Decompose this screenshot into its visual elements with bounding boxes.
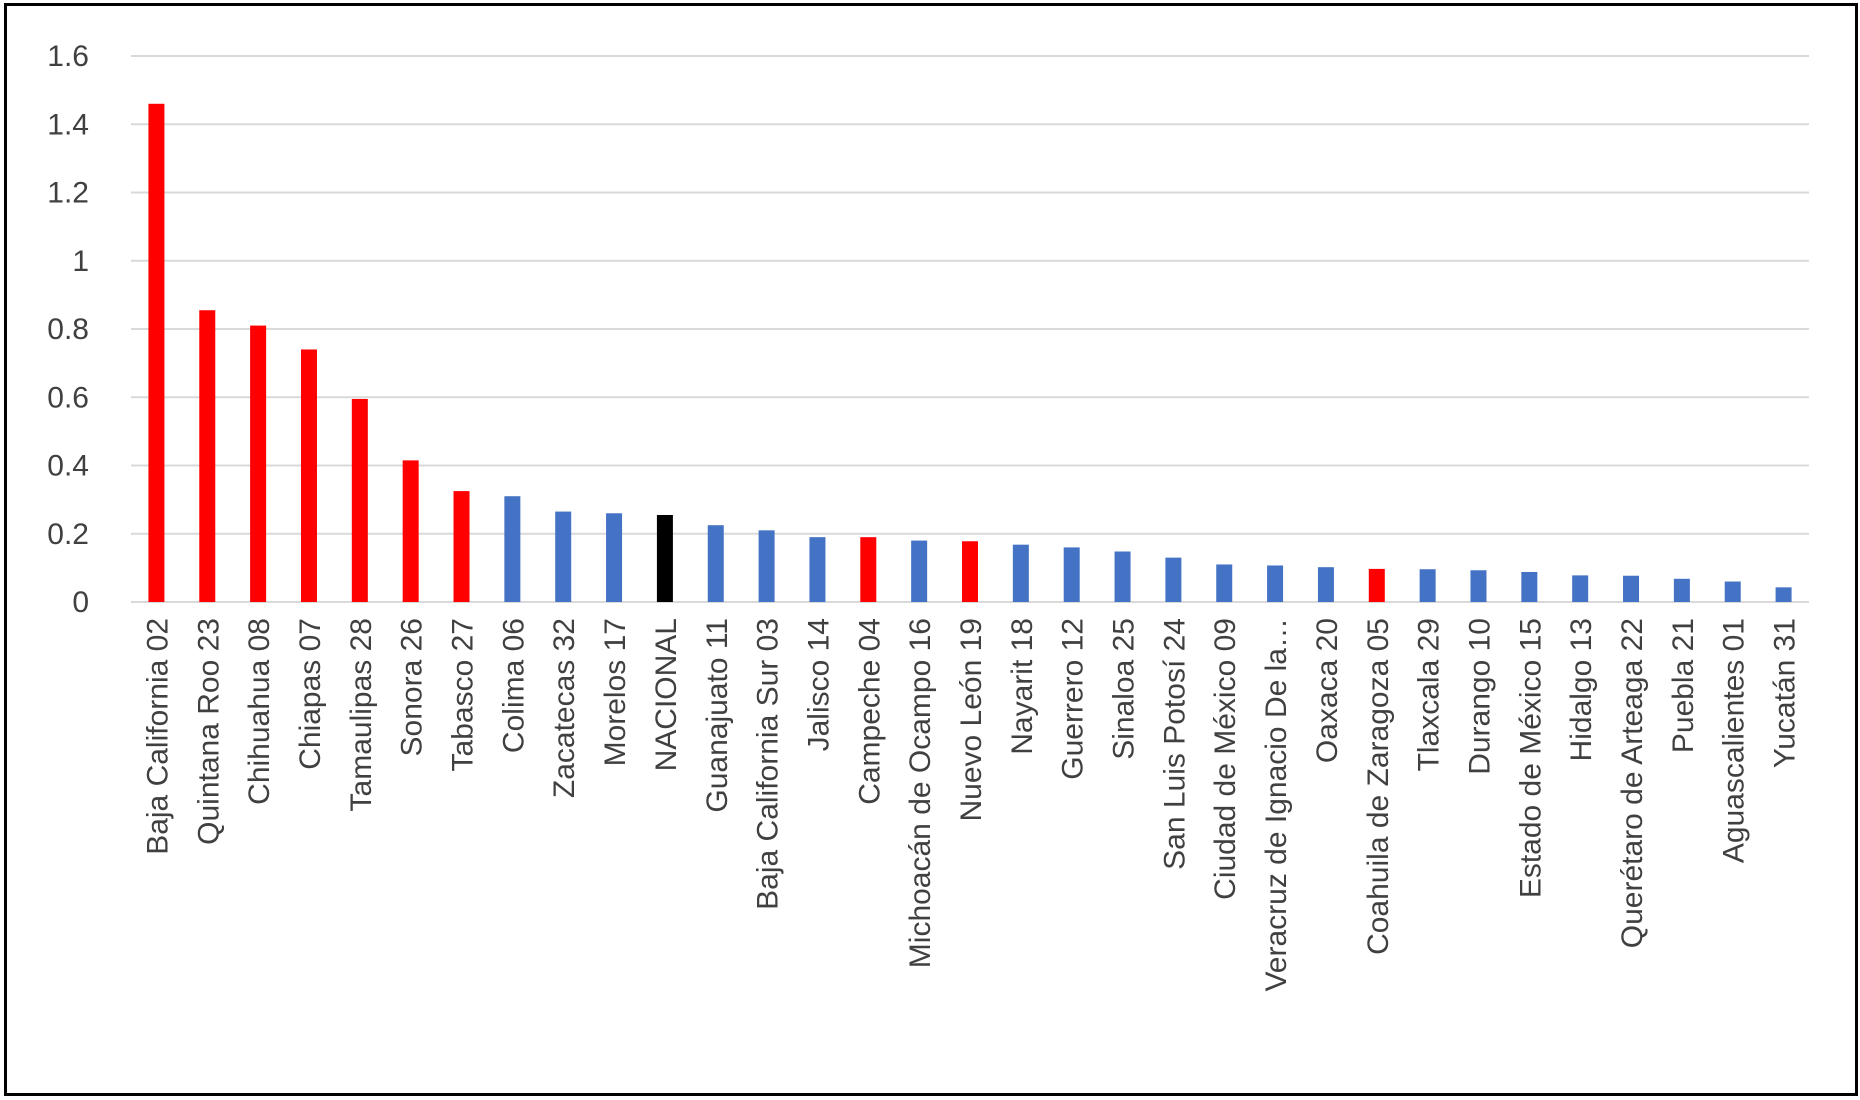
bar (504, 496, 521, 602)
y-tick-label: 0.2 (47, 518, 89, 551)
y-tick-label: 0 (72, 586, 89, 619)
bar (148, 103, 165, 603)
bar (606, 513, 623, 602)
bar (1114, 551, 1131, 602)
x-axis-category-labels: Baja California 02 Quintana Roo 23 Chihuah… (141, 618, 1801, 992)
x-category-label: Baja California Sur 03 (752, 618, 785, 910)
x-category-label: Colima 06 (497, 618, 530, 753)
bar (962, 541, 978, 602)
x-category-label: Veracruz de Ignacio De la… (1260, 618, 1293, 992)
x-category-label: Michoacán de Ocampo 16 (904, 618, 937, 968)
y-tick-label: 1.2 (47, 177, 89, 210)
bar (707, 525, 724, 602)
y-tick-label: 1.6 (47, 40, 89, 73)
x-category-label: Coahuila de Zaragoza 05 (1362, 618, 1395, 955)
x-category-label: Oaxaca 20 (1311, 618, 1344, 763)
x-category-label: Guanajuato 11 (701, 618, 734, 813)
x-category-label: Zacatecas 32 (548, 618, 581, 798)
bar (1012, 544, 1029, 602)
x-category-label: Aguascalientes 01 (1718, 618, 1751, 863)
x-category-label: Sonora 26 (396, 618, 429, 756)
x-category-label: Tamaulipas 28 (345, 618, 378, 811)
x-category-label: Chihuahua 08 (243, 618, 276, 805)
x-category-label: Puebla 21 (1667, 618, 1700, 753)
bar (1572, 575, 1589, 602)
bar (555, 511, 572, 602)
bar (911, 540, 928, 602)
y-tick-label: 0.4 (47, 450, 89, 483)
bar (1368, 568, 1385, 602)
x-category-label: Quintana Roo 23 (192, 618, 225, 845)
x-category-label: Chiapas 07 (294, 618, 327, 770)
x-category-label: Baja California 02 (141, 618, 174, 855)
bar (1419, 569, 1436, 602)
bar (809, 537, 826, 602)
bar (1521, 571, 1538, 602)
bar (1470, 570, 1487, 602)
bar (1267, 565, 1284, 602)
x-category-label: Nuevo León 19 (955, 618, 988, 822)
bar (199, 310, 216, 602)
bar (860, 537, 877, 602)
y-axis-tick-labels: 0 0.2 0.4 0.6 0.8 1 1.2 1.4 1.6 (47, 40, 89, 619)
bar (656, 514, 673, 602)
x-category-label: Guerrero 12 (1057, 618, 1090, 780)
y-tick-label: 0.6 (47, 381, 89, 414)
x-category-label: San Luis Potosí 24 (1158, 618, 1191, 870)
bar (351, 398, 368, 602)
bar (1165, 557, 1182, 602)
x-category-label: Sinaloa 25 (1108, 618, 1141, 760)
bar (758, 530, 775, 602)
bar (250, 325, 267, 602)
x-category-label: Tabasco 27 (447, 618, 480, 771)
gridlines (131, 55, 1809, 603)
bar (453, 491, 470, 602)
bar (300, 349, 317, 602)
bar (1216, 564, 1233, 602)
y-tick-label: 1.4 (47, 108, 89, 141)
x-category-label: Yucatán 31 (1769, 618, 1802, 768)
bar (1673, 578, 1690, 602)
bar (402, 460, 419, 602)
x-category-label: Campeche 04 (853, 618, 886, 805)
x-category-label: Querétaro de Arteaga 22 (1616, 618, 1649, 948)
bar (1317, 567, 1334, 602)
bar-chart: 0 0.2 0.4 0.6 0.8 1 1.2 1.4 1.6 Baja California … (47, 40, 1809, 992)
x-category-label: Ciudad de México 09 (1209, 618, 1242, 900)
bars (148, 103, 1792, 603)
x-category-label: Hidalgo 13 (1565, 618, 1598, 761)
y-tick-label: 0.8 (47, 313, 89, 346)
x-category-label: Tlaxcala 29 (1413, 618, 1446, 771)
bar (1623, 575, 1640, 602)
x-category-label: Nayarit 18 (1006, 618, 1039, 755)
y-tick-label: 1 (72, 245, 89, 278)
bar (1775, 587, 1792, 602)
bar (1724, 581, 1741, 602)
bar (1063, 547, 1080, 602)
x-category-label: NACIONAL (650, 618, 683, 771)
x-category-label: Morelos 17 (599, 618, 632, 766)
x-category-label: Durango 10 (1463, 618, 1496, 775)
x-category-label: Jalisco 14 (802, 618, 835, 751)
chart-frame: 0 0.2 0.4 0.6 0.8 1 1.2 1.4 1.6 Baja California … (4, 3, 1858, 1096)
x-category-label: Estado de México 15 (1514, 618, 1547, 898)
